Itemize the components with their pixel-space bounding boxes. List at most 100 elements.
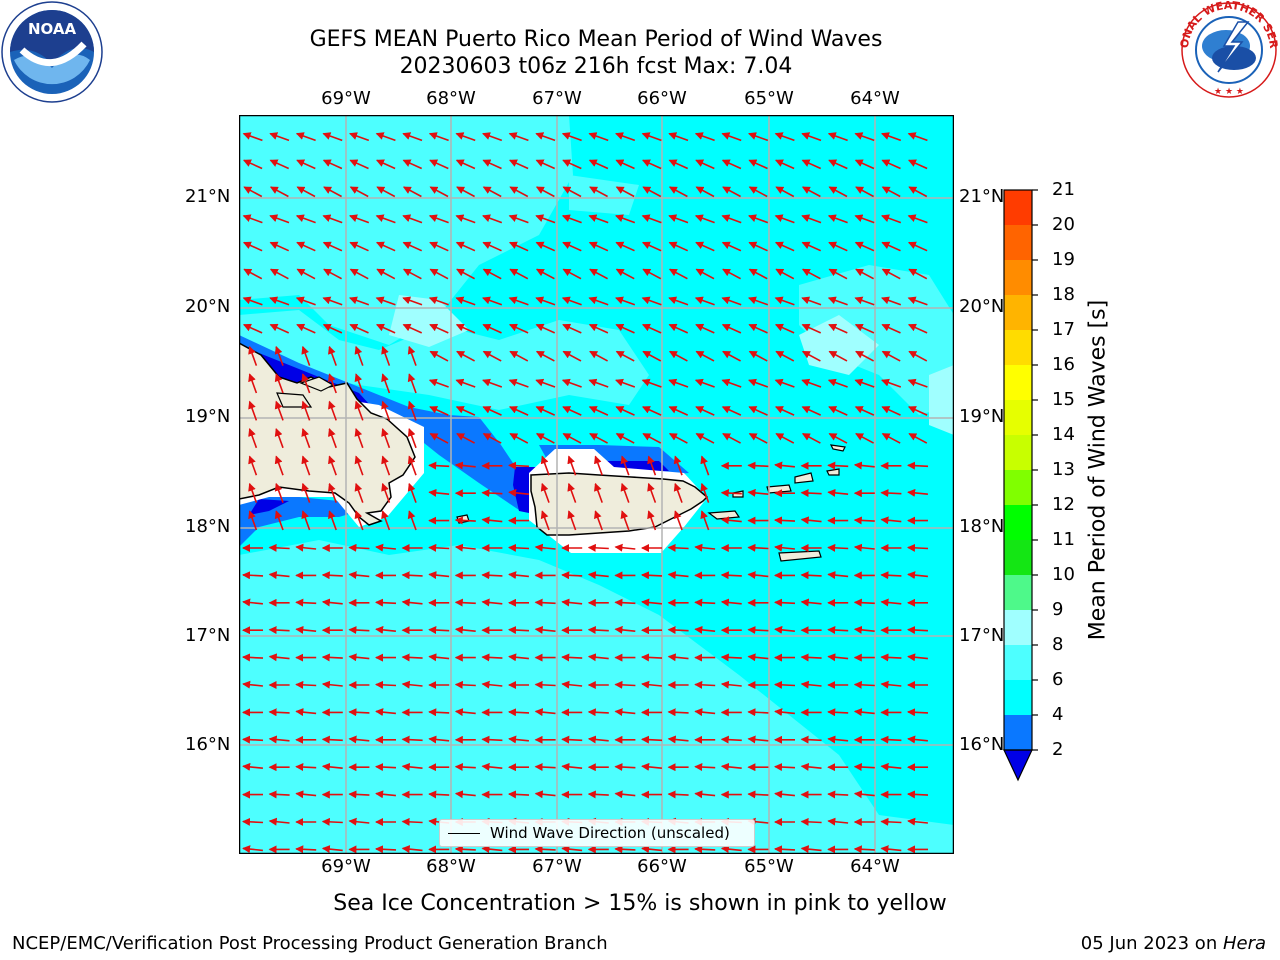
wind-wave-arrow bbox=[268, 653, 290, 662]
wind-wave-arrow bbox=[695, 432, 715, 444]
colorbar-label: Mean Period of Wind Waves [s] bbox=[1085, 299, 1111, 641]
wind-wave-arrow bbox=[827, 626, 849, 635]
wind-wave-arrow bbox=[301, 510, 311, 531]
wind-wave-arrow bbox=[801, 268, 821, 280]
wind-wave-arrow bbox=[454, 543, 476, 552]
wind-wave-arrow bbox=[535, 268, 555, 280]
wind-wave-arrow bbox=[907, 571, 928, 580]
wind-wave-arrow bbox=[428, 543, 450, 552]
wind-wave-arrow bbox=[827, 653, 849, 662]
wind-wave-arrow bbox=[482, 296, 503, 306]
wind-wave-arrow bbox=[535, 241, 556, 252]
wind-wave-arrow bbox=[774, 214, 795, 224]
wind-wave-arrow bbox=[482, 378, 503, 388]
wind-wave-arrow bbox=[481, 735, 503, 744]
legend-label: Wind Wave Direction (unscaled) bbox=[490, 824, 730, 842]
wind-wave-arrow bbox=[509, 350, 529, 362]
wind-wave-arrow bbox=[668, 296, 689, 306]
wind-wave-arrow bbox=[747, 461, 769, 470]
wind-wave-arrow bbox=[880, 489, 902, 498]
wind-wave-arrow bbox=[454, 516, 476, 525]
wind-wave-arrow bbox=[907, 214, 928, 224]
wind-wave-arrow bbox=[375, 159, 396, 170]
wind-wave-arrow bbox=[641, 214, 662, 224]
wind-wave-arrow bbox=[588, 241, 609, 252]
wind-wave-arrow bbox=[375, 296, 396, 306]
wind-wave-arrow bbox=[401, 598, 423, 607]
wind-wave-arrow bbox=[354, 400, 364, 421]
wind-wave-arrow bbox=[827, 378, 848, 388]
wind-wave-arrow bbox=[615, 432, 635, 444]
map-panel bbox=[239, 115, 954, 854]
wind-wave-arrow bbox=[881, 406, 901, 416]
wind-wave-arrow bbox=[615, 159, 635, 170]
wind-wave-arrow bbox=[908, 186, 928, 198]
wind-wave-arrow bbox=[881, 323, 901, 334]
wind-wave-arrow bbox=[774, 132, 795, 142]
wind-wave-arrow bbox=[614, 763, 636, 772]
wind-wave-arrow bbox=[508, 159, 529, 170]
wind-wave-arrow bbox=[881, 268, 901, 280]
wind-wave-arrow bbox=[508, 461, 530, 470]
wind-wave-arrow bbox=[774, 790, 795, 799]
wind-wave-arrow bbox=[376, 186, 396, 198]
wind-wave-arrow bbox=[668, 214, 689, 224]
wind-wave-arrow bbox=[535, 159, 556, 170]
wind-wave-arrow bbox=[454, 680, 476, 689]
wind-wave-arrow bbox=[242, 845, 263, 854]
wind-wave-arrow bbox=[720, 571, 742, 580]
colorbar-segment bbox=[1004, 435, 1032, 470]
wind-wave-arrow bbox=[615, 296, 636, 306]
wind-wave-arrow bbox=[407, 510, 417, 531]
wind-wave-arrow bbox=[720, 489, 742, 498]
wind-wave-arrow bbox=[269, 214, 290, 224]
wind-wave-arrow bbox=[774, 159, 795, 170]
wind-wave-arrow bbox=[567, 455, 577, 476]
wind-wave-arrow bbox=[908, 268, 928, 280]
wind-wave-arrow bbox=[614, 790, 636, 799]
wind-wave-arrow bbox=[561, 214, 582, 224]
wind-wave-arrow bbox=[561, 653, 583, 662]
wind-wave-arrow bbox=[561, 598, 583, 607]
wind-wave-arrow bbox=[407, 373, 417, 394]
wind-wave-arrow bbox=[301, 455, 311, 476]
wind-wave-arrow bbox=[455, 241, 476, 252]
wind-wave-arrow bbox=[828, 186, 848, 198]
wind-wave-arrow bbox=[354, 428, 364, 449]
wind-wave-arrow bbox=[296, 323, 316, 334]
wind-wave-arrow bbox=[562, 406, 582, 416]
wind-wave-arrow bbox=[800, 516, 822, 525]
wind-wave-arrow bbox=[348, 653, 370, 662]
colorbar-tick-label: 9 bbox=[1052, 599, 1064, 620]
wind-wave-arrow bbox=[540, 510, 550, 531]
wind-wave-arrow bbox=[588, 132, 609, 142]
wind-wave-arrow bbox=[428, 735, 450, 744]
colorbar-segment bbox=[1004, 260, 1032, 295]
wind-wave-arrow bbox=[321, 845, 343, 854]
wind-wave-arrow bbox=[535, 132, 556, 142]
wind-wave-arrow bbox=[561, 132, 582, 142]
wind-wave-arrow bbox=[381, 455, 391, 476]
wind-wave-arrow bbox=[668, 186, 688, 198]
wind-wave-arrow bbox=[322, 323, 343, 334]
lat-label-right: 19°N bbox=[959, 406, 1005, 427]
wind-wave-arrow bbox=[455, 323, 476, 334]
wind-wave-arrow bbox=[455, 132, 476, 142]
wind-wave-arrow bbox=[561, 296, 582, 306]
wind-wave-arrow bbox=[695, 159, 715, 170]
wind-wave-arrow bbox=[349, 241, 369, 252]
wind-wave-arrow bbox=[248, 373, 258, 394]
wind-wave-arrow bbox=[801, 186, 821, 198]
wind-wave-arrow bbox=[855, 268, 874, 280]
footer-machine: Hera bbox=[1222, 933, 1266, 954]
wind-wave-arrow bbox=[349, 214, 370, 224]
wind-wave-arrow bbox=[328, 428, 337, 449]
wind-wave-arrow bbox=[508, 626, 530, 635]
wind-wave-arrow bbox=[694, 680, 716, 689]
wind-wave-arrow bbox=[614, 708, 636, 717]
wind-wave-arrow bbox=[853, 625, 875, 634]
wind-wave-arrow bbox=[747, 735, 769, 744]
wind-wave-arrow bbox=[454, 845, 476, 854]
wind-wave-arrow bbox=[587, 571, 609, 580]
wind-wave-arrow bbox=[587, 708, 609, 717]
